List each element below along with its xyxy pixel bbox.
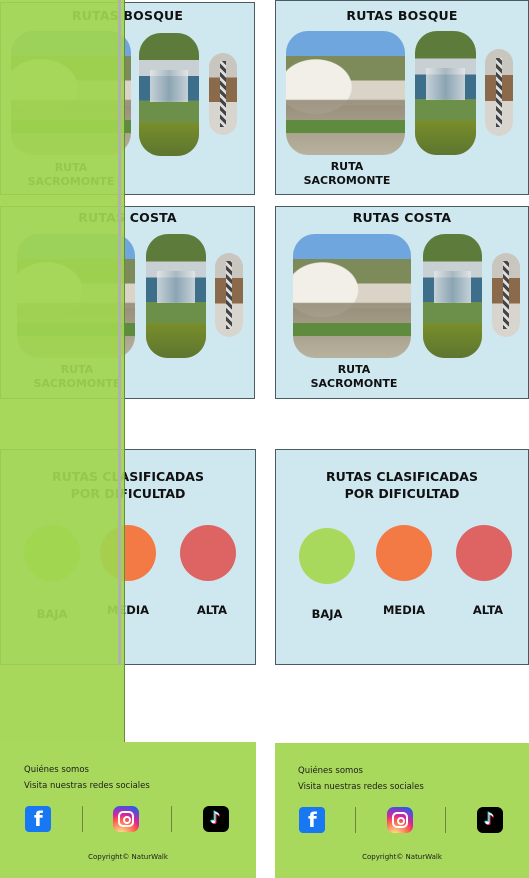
waterfall-photo[interactable]	[423, 234, 482, 358]
waterfall-photo[interactable]	[415, 31, 476, 155]
bosque-panel: RUTAS BOSQUE RUTA SACROMONTE	[275, 0, 529, 195]
footer: Quiénes somos Visita nuestras redes soci…	[275, 743, 529, 878]
copyright: Copyright© NaturWalk	[362, 853, 442, 861]
divider	[355, 807, 356, 833]
costa-title: RUTAS COSTA	[352, 210, 452, 225]
route-label-line1: RUTA	[337, 363, 371, 376]
difficulty-title: RUTAS CLASIFICADAS POR DIFICULTAD	[276, 468, 528, 502]
route-label-line2: SACROMONTE	[310, 377, 398, 390]
sacromonte-photo[interactable]	[293, 234, 411, 358]
difficulty-alta-label[interactable]: ALTA	[196, 603, 228, 617]
tiktok-icon[interactable]: ♪	[203, 806, 229, 832]
facebook-icon[interactable]: f	[25, 806, 51, 832]
about-link[interactable]: Quiénes somos	[24, 765, 89, 775]
difficulty-title-line1: RUTAS CLASIFICADAS	[326, 469, 478, 484]
scrollbar[interactable]	[118, 0, 121, 665]
left-screen: RUTAS BOSQUE RUTA SACROMONTE RUTAS COSTA…	[0, 0, 256, 878]
bosque-title: RUTAS BOSQUE	[346, 8, 458, 23]
route-label-line2: SACROMONTE	[303, 174, 391, 187]
waterfall-photo[interactable]	[146, 234, 206, 358]
instagram-icon[interactable]	[113, 806, 139, 832]
difficulty-media-button[interactable]	[376, 525, 432, 581]
route-label-line1: RUTA	[330, 160, 364, 173]
bridge-photo[interactable]	[209, 53, 237, 135]
difficulty-baja-button[interactable]	[299, 528, 355, 584]
social-prompt: Visita nuestras redes sociales	[24, 781, 150, 791]
about-link[interactable]: Quiénes somos	[298, 766, 363, 776]
difficulty-alta-button[interactable]	[456, 525, 512, 581]
bridge-photo[interactable]	[492, 253, 520, 337]
bridge-photo[interactable]	[485, 49, 513, 136]
divider	[445, 807, 446, 833]
facebook-icon[interactable]: f	[299, 807, 325, 833]
right-screen: RUTAS BOSQUE RUTA SACROMONTE RUTAS COSTA…	[275, 0, 529, 878]
social-prompt: Visita nuestras redes sociales	[298, 782, 424, 792]
divider	[82, 806, 83, 832]
difficulty-baja-label[interactable]: BAJA	[311, 607, 343, 621]
instagram-icon[interactable]	[387, 807, 413, 833]
side-menu-overlay[interactable]	[0, 0, 125, 742]
screen-gap	[256, 0, 275, 878]
tiktok-icon[interactable]: ♪	[477, 807, 503, 833]
difficulty-panel: RUTAS CLASIFICADAS POR DIFICULTAD BAJA M…	[275, 449, 529, 665]
divider	[171, 806, 172, 832]
costa-panel: RUTAS COSTA RUTA SACROMONTE	[275, 206, 529, 399]
difficulty-title-line2: POR DIFICULTAD	[344, 486, 460, 501]
difficulty-alta-button[interactable]	[180, 525, 236, 581]
difficulty-alta-label[interactable]: ALTA	[472, 603, 504, 617]
sacromonte-photo[interactable]	[286, 31, 405, 155]
route-label[interactable]: RUTA SACROMONTE	[304, 363, 404, 391]
footer: Quiénes somos Visita nuestras redes soci…	[0, 742, 256, 878]
route-label[interactable]: RUTA SACROMONTE	[297, 160, 397, 188]
copyright: Copyright© NaturWalk	[88, 853, 168, 861]
bridge-photo[interactable]	[215, 253, 243, 337]
difficulty-media-label[interactable]: MEDIA	[382, 603, 426, 617]
waterfall-photo[interactable]	[139, 33, 199, 156]
